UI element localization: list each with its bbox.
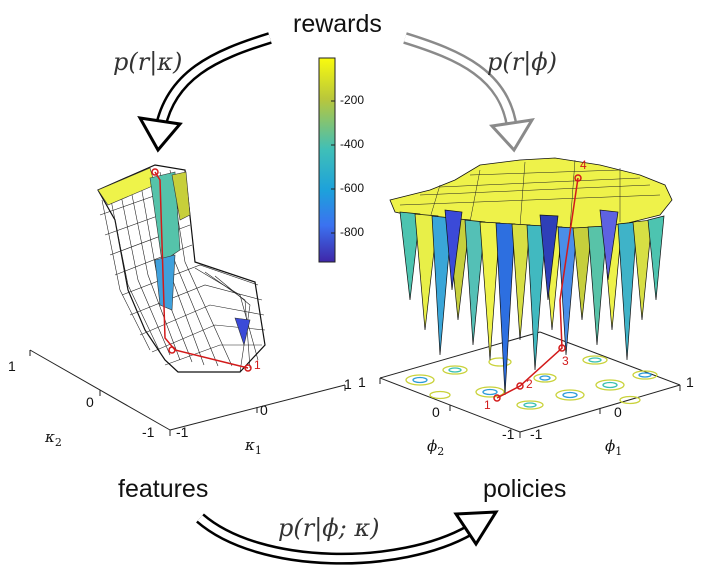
left-path-point-1 bbox=[244, 364, 252, 372]
left-y-tick-label: -1 bbox=[142, 424, 155, 440]
right-y-axis-label: ϕ2 bbox=[427, 437, 445, 458]
colorbar-tick-label: -400 bbox=[340, 137, 365, 151]
left-path-point-2 bbox=[168, 346, 176, 354]
right-path-label-3: 3 bbox=[562, 354, 569, 368]
left-plot-tick-marks bbox=[29, 350, 346, 436]
left-path-point-3 bbox=[151, 168, 159, 176]
right-path-point-4 bbox=[574, 174, 582, 182]
right-path-point-1 bbox=[493, 394, 501, 402]
right-x-axis-label: ϕ1 bbox=[605, 437, 623, 458]
bottom-arrow-label: p(r|ϕ; κ) bbox=[278, 514, 380, 542]
left-y-tick-label: 1 bbox=[8, 358, 16, 374]
right-path-point-2 bbox=[516, 382, 524, 390]
arrow-rewards-to-policies bbox=[403, 32, 535, 153]
right-path-point-3 bbox=[558, 344, 566, 352]
left-path-label: 1 bbox=[254, 358, 261, 372]
right-path-label-1: 1 bbox=[484, 398, 491, 412]
right-path-label-2: 2 bbox=[526, 377, 533, 391]
arrow-features-to-policies bbox=[196, 510, 499, 565]
left-x-axis-label: κ1 bbox=[245, 436, 262, 457]
right-x-tick-label: -1 bbox=[530, 426, 543, 442]
left-arrow-label: p(r|κ) bbox=[113, 48, 183, 76]
rewards-label: rewards bbox=[293, 10, 382, 38]
right-y-tick-label: 0 bbox=[432, 404, 440, 420]
right-arrow-label: p(r|ϕ) bbox=[487, 48, 558, 76]
left-surface-plot bbox=[29, 164, 346, 436]
colorbar-ticks bbox=[331, 100, 335, 234]
left-surface-yellow-patch bbox=[171, 171, 191, 221]
right-plot-tick-marks bbox=[379, 378, 681, 438]
right-surface-plot bbox=[379, 157, 681, 438]
right-path-label-4: 4 bbox=[580, 158, 587, 172]
colorbar-tick-label: -200 bbox=[340, 93, 365, 107]
left-x-tick-label: 1 bbox=[344, 376, 352, 392]
features-label: features bbox=[118, 475, 209, 503]
right-x-tick-label: 1 bbox=[686, 374, 694, 390]
left-surface-blue-patch bbox=[154, 254, 176, 311]
right-surface-spikes bbox=[399, 209, 665, 396]
left-surface-dark-patch bbox=[234, 317, 251, 347]
colorbar bbox=[318, 57, 336, 263]
arrow-rewards-to-features bbox=[137, 32, 272, 153]
left-surface-teal-patch bbox=[149, 171, 181, 263]
right-y-tick-label: 1 bbox=[358, 374, 366, 390]
left-y-axis-label: κ2 bbox=[45, 428, 62, 449]
colorbar-tick-label: -600 bbox=[340, 181, 365, 195]
left-y-tick-label: 0 bbox=[86, 394, 94, 410]
right-surface-plateau-grid bbox=[399, 159, 661, 229]
right-red-path bbox=[496, 177, 579, 399]
right-contour-floor bbox=[405, 355, 658, 410]
left-red-path bbox=[154, 171, 249, 369]
right-y-tick-label: -1 bbox=[502, 426, 515, 442]
policies-label: policies bbox=[483, 475, 567, 503]
right-x-tick-label: 0 bbox=[614, 404, 622, 420]
left-x-tick-label: -1 bbox=[176, 424, 189, 440]
left-x-tick-label: 0 bbox=[260, 402, 268, 418]
colorbar-tick-label: -800 bbox=[340, 225, 365, 239]
